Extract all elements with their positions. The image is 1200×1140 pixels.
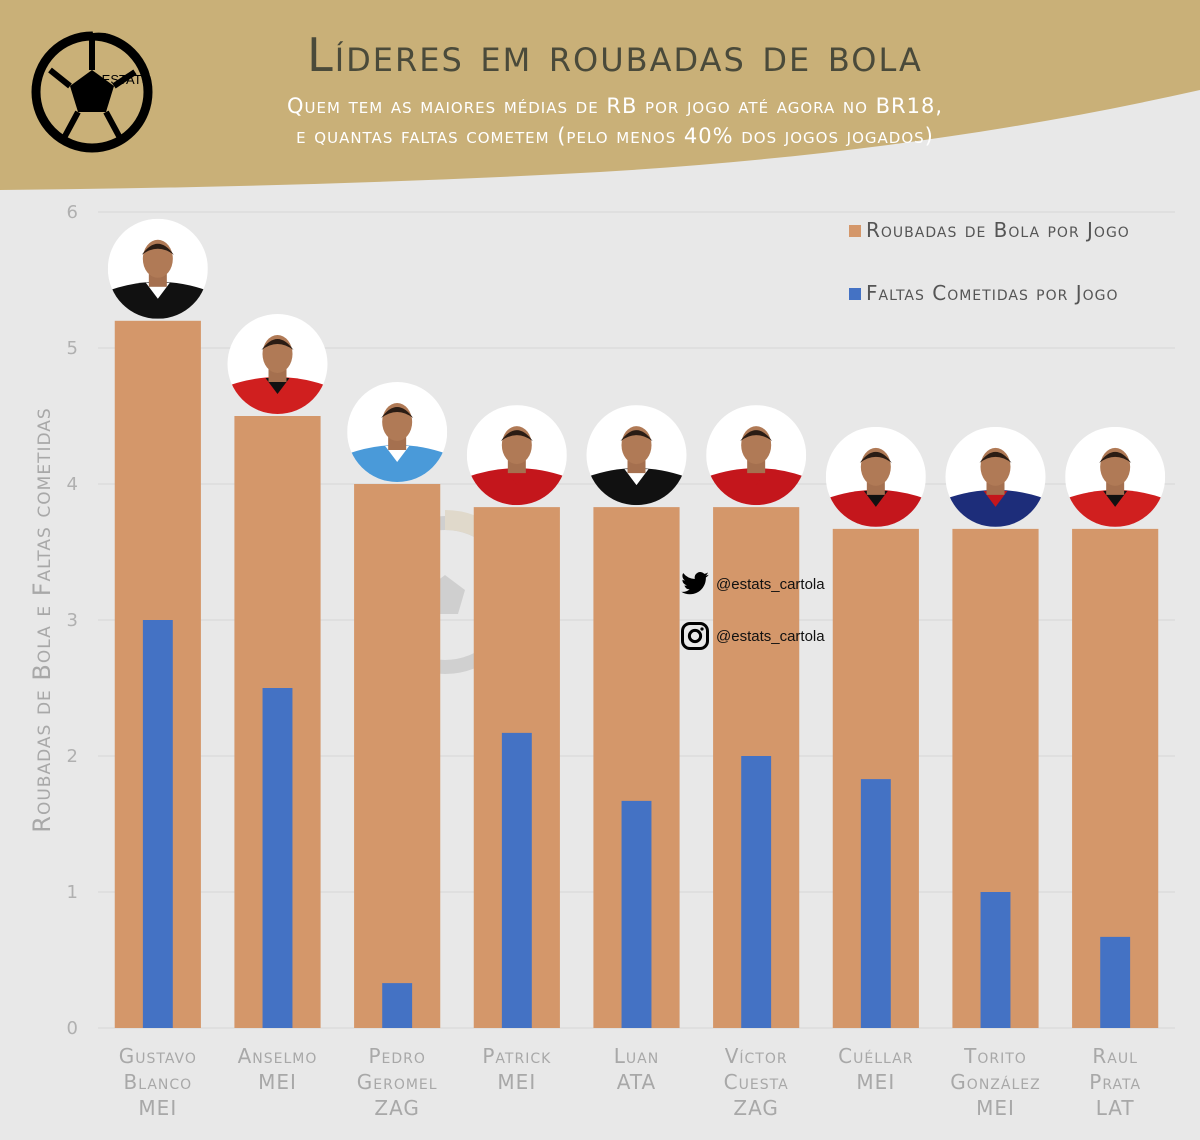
x-tick-label: Patrick MEI <box>482 1044 551 1094</box>
bar-faltas <box>741 756 772 1028</box>
bar-faltas <box>980 892 1011 1028</box>
player-avatar <box>945 426 1046 527</box>
bars <box>114 320 1159 1028</box>
y-tick-label: 2 <box>67 746 78 767</box>
subtitle-line-1: Quem tem as maiores médias de RB por jog… <box>286 94 944 118</box>
y-axis-label: Roubadas de Bola e Faltas cometidas <box>28 407 56 832</box>
x-tick-label: Pedro Geromel ZAG <box>357 1044 438 1120</box>
y-tick-label: 0 <box>67 1018 78 1039</box>
instagram-handle: @estats_cartola <box>716 627 825 645</box>
bar-faltas <box>1100 936 1131 1028</box>
y-tick-label: 3 <box>67 610 78 631</box>
legend-label-roubadas: Roubadas de Bola por Jogo <box>866 218 1130 242</box>
legend-swatch-roubadas <box>849 225 861 237</box>
legend: Roubadas de Bola por Jogo Faltas Cometid… <box>849 218 1130 305</box>
bar-faltas <box>382 983 413 1028</box>
header-banner <box>0 0 1200 190</box>
twitter-handle: @estats_cartola <box>716 575 825 593</box>
x-tick-label: Torito González MEI <box>950 1044 1040 1120</box>
y-tick-label: 4 <box>67 474 78 495</box>
bar-faltas <box>860 779 891 1028</box>
y-tick-label: 5 <box>67 338 78 359</box>
bar-faltas <box>262 688 293 1028</box>
legend-swatch-faltas <box>849 288 861 300</box>
player-avatar <box>227 314 328 414</box>
bar-faltas <box>501 732 532 1028</box>
logo-text: ESTATS <box>102 72 151 87</box>
x-tick-label: Luan ATA <box>614 1044 659 1094</box>
player-avatar <box>586 405 687 506</box>
player-avatar <box>107 218 208 319</box>
player-avatar <box>1065 426 1166 527</box>
bar-faltas <box>142 620 173 1028</box>
x-tick-label: Anselmo MEI <box>238 1044 318 1094</box>
bar-roubadas <box>354 484 441 1028</box>
player-avatar <box>706 405 807 506</box>
y-tick-label: 1 <box>67 882 78 903</box>
twitter-bird-icon <box>681 572 709 595</box>
estats-logo: ESTATS <box>31 20 165 153</box>
instagram-link[interactable]: @estats_cartola <box>680 620 825 652</box>
x-tick-label: Gustavo Blanco MEI <box>119 1044 197 1120</box>
bar-faltas <box>621 800 652 1028</box>
instagram-icon <box>681 622 709 650</box>
x-tick-label: Raul Prata LAT <box>1089 1044 1141 1120</box>
legend-label-faltas: Faltas Cometidas por Jogo <box>866 281 1119 305</box>
player-avatar <box>347 382 448 482</box>
y-tick-label: 6 <box>67 202 78 223</box>
x-tick-label: Cuéllar MEI <box>838 1044 913 1094</box>
player-avatar <box>466 405 567 506</box>
y-axis: 0 1 2 3 4 5 6 <box>67 202 78 1039</box>
x-tick-label: Víctor Cuesta ZAG <box>724 1044 789 1120</box>
page-title: Líderes em roubadas de bola <box>307 28 923 82</box>
twitter-link[interactable]: @estats_cartola <box>680 568 825 600</box>
x-axis: Gustavo Blanco MEI Anselmo MEI Pedro Geromel ZA… <box>119 1044 1141 1120</box>
player-photos <box>107 218 1166 527</box>
subtitle-line-2: e quantas faltas cometem (pelo menos 40%… <box>296 124 934 148</box>
player-avatar <box>825 426 926 527</box>
